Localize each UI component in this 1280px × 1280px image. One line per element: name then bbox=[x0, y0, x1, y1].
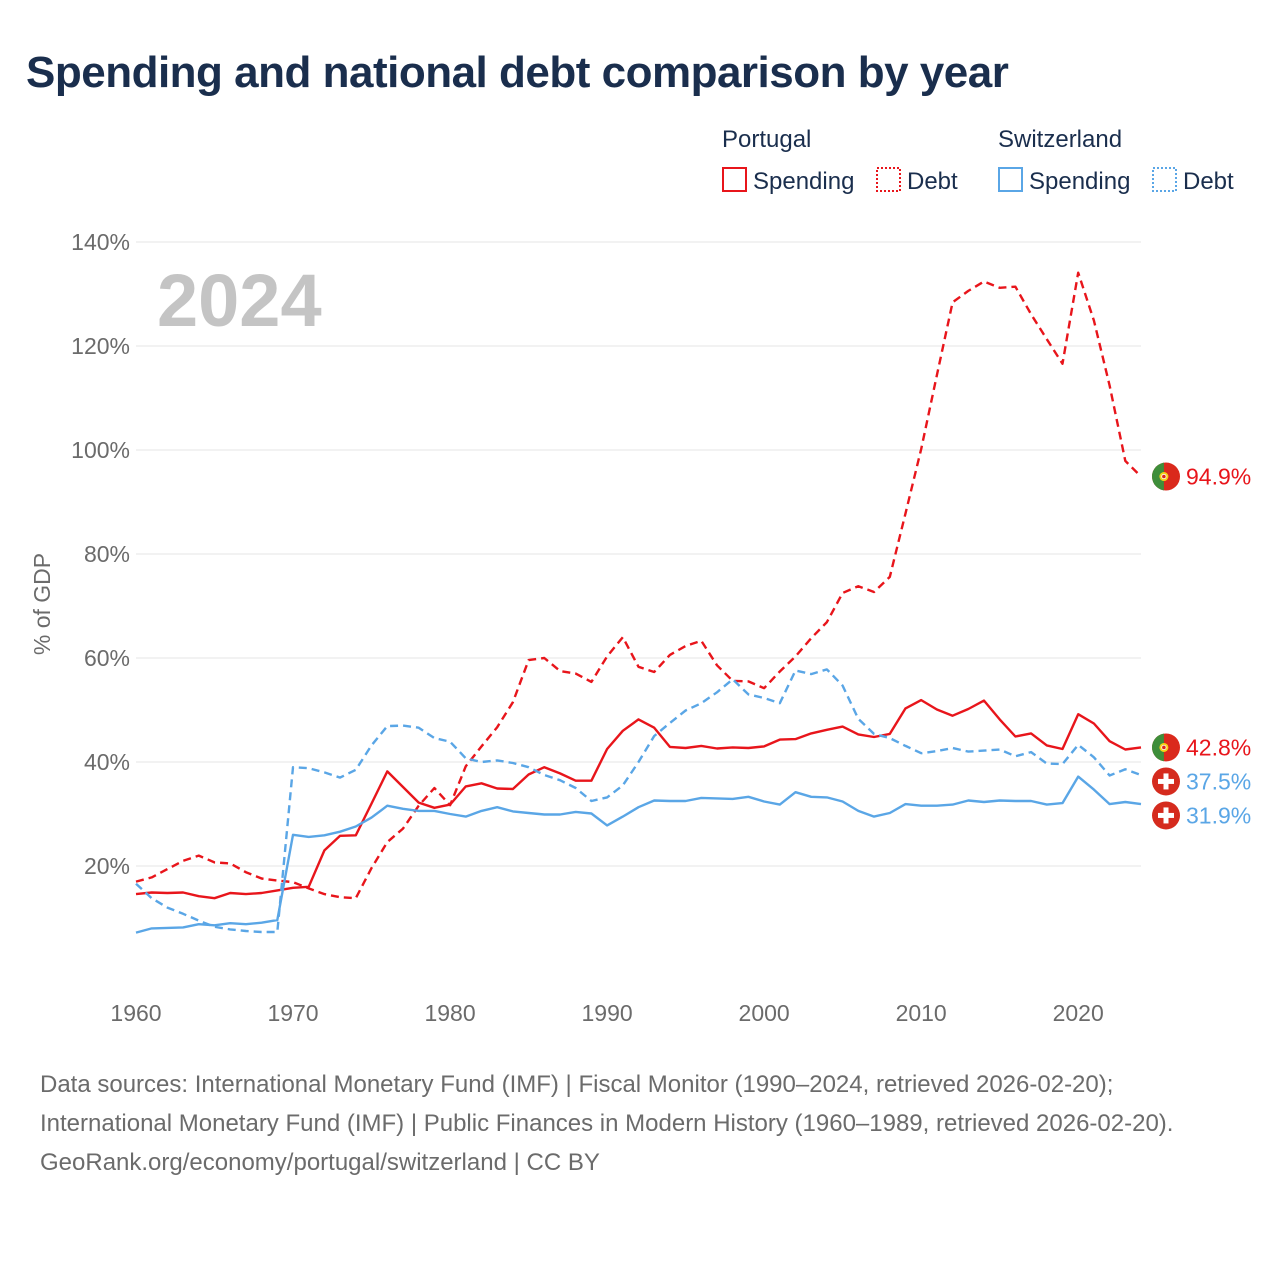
legend-group-portugal: Portugal Spending Debt bbox=[722, 126, 958, 195]
flag-cross-horizontal bbox=[1158, 812, 1174, 818]
flag-cross-horizontal bbox=[1158, 778, 1174, 784]
flag-green-band bbox=[1152, 733, 1164, 762]
legend-swatch-debt bbox=[1152, 167, 1177, 192]
legend-item-debt: Debt bbox=[907, 168, 958, 195]
series-line-portugal-debt bbox=[135, 271, 1142, 900]
x-tick-label: 2010 bbox=[896, 1000, 947, 1026]
end-label-value: 42.8% bbox=[1186, 734, 1251, 760]
legend-group-title: Portugal bbox=[722, 126, 811, 153]
year-watermark: 2024 bbox=[157, 259, 322, 342]
y-axis: 20% 40% 60% 80% 100% 120% 140% bbox=[71, 229, 130, 879]
portugal-flag-icon bbox=[1152, 462, 1180, 491]
y-tick-label: 100% bbox=[71, 437, 130, 463]
y-tick-label: 140% bbox=[71, 229, 130, 255]
x-tick-label: 1980 bbox=[424, 1000, 475, 1026]
end-labels: 94.9% 42.8% 37.5% 31.9% bbox=[1152, 462, 1251, 830]
end-label-value: 94.9% bbox=[1186, 464, 1251, 490]
series-line-switzerland-debt bbox=[135, 668, 1142, 934]
credit-link[interactable]: GeoRank.org/economy/portugal/switzerland… bbox=[40, 1149, 600, 1176]
y-tick-label: 120% bbox=[71, 333, 130, 359]
data-sources: Data sources: International Monetary Fun… bbox=[40, 1071, 1174, 1137]
y-tick-label: 80% bbox=[84, 541, 130, 567]
chart-title: Spending and national debt comparison by… bbox=[26, 48, 1009, 97]
flag-shield bbox=[1161, 744, 1167, 751]
flag-green-band bbox=[1152, 462, 1164, 491]
y-tick-label: 20% bbox=[84, 853, 130, 879]
chart: Portugal Spending Debt Switzerland Spending D… bbox=[29, 126, 1251, 1026]
end-label-switzerland-debt: 37.5% bbox=[1152, 767, 1251, 796]
legend-item-spending: Spending bbox=[1029, 168, 1130, 195]
end-label-switzerland-spending: 31.9% bbox=[1152, 801, 1251, 830]
legend-swatch-spending bbox=[722, 167, 747, 192]
footer: Data sources: International Monetary Fun… bbox=[40, 1065, 1240, 1182]
legend-item-debt: Debt bbox=[1183, 168, 1234, 195]
legend-item-spending: Spending bbox=[753, 168, 854, 195]
legend: Portugal Spending Debt Switzerland Spending D… bbox=[722, 126, 1234, 195]
legend-swatch-spending bbox=[998, 167, 1023, 192]
y-axis-label: % of GDP bbox=[29, 553, 55, 655]
legend-group-switzerland: Switzerland Spending Debt bbox=[998, 126, 1234, 195]
portugal-flag-icon bbox=[1152, 733, 1180, 762]
x-tick-label: 2000 bbox=[739, 1000, 790, 1026]
flag-shield bbox=[1161, 473, 1167, 480]
x-tick-label: 1970 bbox=[267, 1000, 318, 1026]
legend-swatch-debt bbox=[876, 167, 901, 192]
x-tick-label: 1960 bbox=[110, 1000, 161, 1026]
series-line-portugal-spending bbox=[135, 698, 1142, 900]
end-label-portugal-spending: 42.8% bbox=[1152, 733, 1251, 762]
x-tick-label: 2020 bbox=[1053, 1000, 1104, 1026]
end-label-value: 37.5% bbox=[1186, 768, 1251, 794]
x-axis: 1960 1970 1980 1990 2000 2010 2020 bbox=[110, 1000, 1103, 1026]
end-label-portugal-debt: 94.9% bbox=[1152, 462, 1251, 491]
series-line-switzerland-spending bbox=[135, 775, 1142, 934]
series-lines bbox=[135, 271, 1142, 934]
y-tick-label: 40% bbox=[84, 749, 130, 775]
end-label-value: 31.9% bbox=[1186, 802, 1251, 828]
x-tick-label: 1990 bbox=[582, 1000, 633, 1026]
legend-group-title: Switzerland bbox=[998, 126, 1122, 153]
y-tick-label: 60% bbox=[84, 645, 130, 671]
